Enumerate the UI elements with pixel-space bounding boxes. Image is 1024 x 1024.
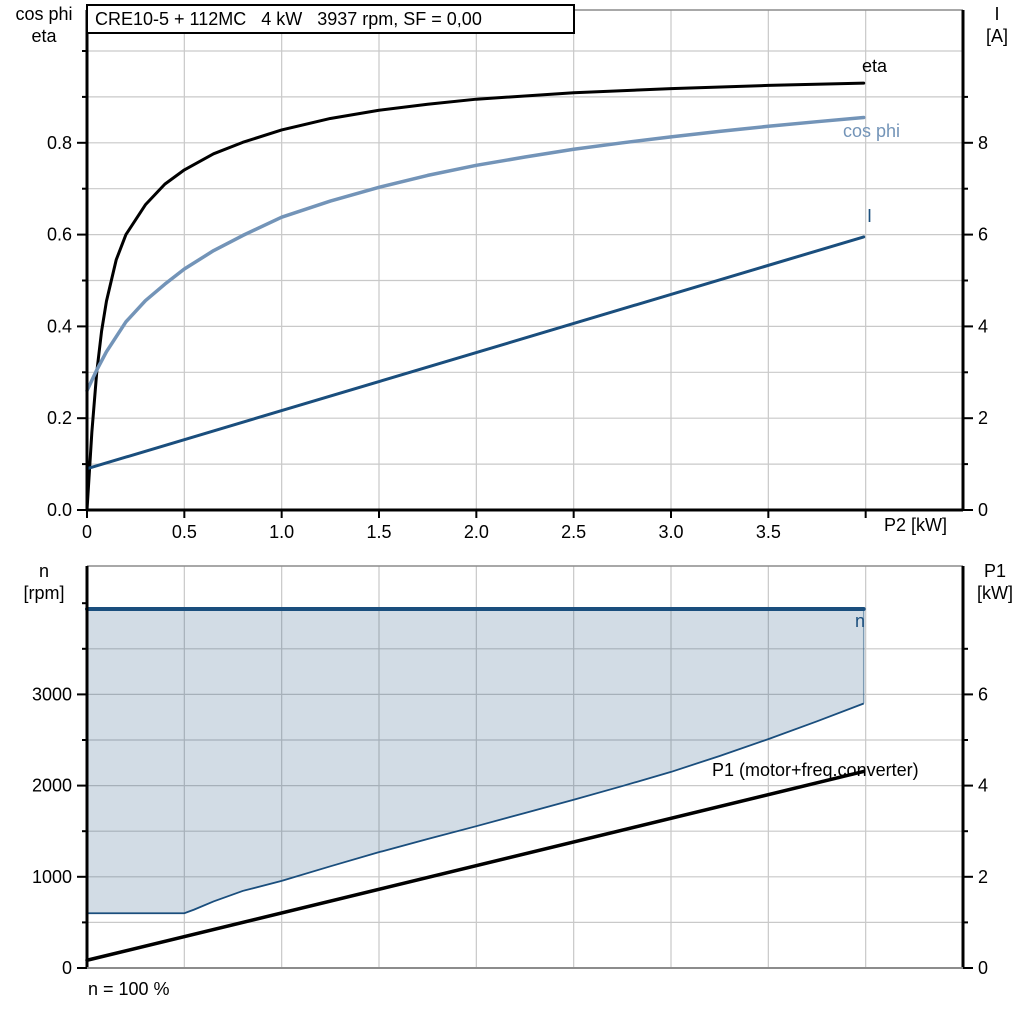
top-right-axis-title: I [A] bbox=[972, 3, 1022, 47]
x-tick-label: 1.5 bbox=[366, 522, 391, 542]
current-curve bbox=[85, 235, 866, 471]
y-right-tick-label: 8 bbox=[978, 133, 988, 153]
cos-phi-curve-label: cos phi bbox=[843, 121, 901, 141]
operating-range-fill bbox=[87, 608, 864, 914]
axis-title-cos-phi: cos phi bbox=[15, 4, 73, 24]
eta-curve bbox=[85, 81, 866, 512]
y-left-tick-label: 0 bbox=[62, 958, 72, 978]
axis-title-p1-unit: [kW] bbox=[977, 583, 1013, 603]
x-axis-label: P2 [kW] bbox=[884, 515, 948, 535]
bottom-right-axis-title: P1 [kW] bbox=[966, 560, 1024, 604]
y-right-tick-label: 0 bbox=[978, 958, 988, 978]
y-right-tick-label: 6 bbox=[978, 225, 988, 245]
speed-curve-label: n bbox=[855, 611, 866, 631]
axis-title-eta: eta bbox=[31, 26, 57, 46]
y-right-tick-label: 2 bbox=[978, 408, 988, 428]
y-left-tick-label: 0.8 bbox=[47, 133, 72, 153]
eta-curve-label: eta bbox=[862, 56, 888, 76]
chart-title: CRE10-5 + 112MC 4 kW 3937 rpm, SF = 0,00 bbox=[86, 4, 575, 34]
x-tick-label: 3.0 bbox=[658, 522, 683, 542]
cos-phi-curve bbox=[85, 115, 866, 393]
y-right-tick-label: 2 bbox=[978, 867, 988, 887]
x-tick-label: 0 bbox=[82, 522, 92, 542]
axis-title-current-unit: [A] bbox=[985, 26, 1008, 46]
y-left-tick-label: 0.6 bbox=[47, 225, 72, 245]
bottom-left-axis-title: n [rpm] bbox=[8, 560, 80, 604]
x-tick-label: 0.5 bbox=[172, 522, 197, 542]
axis-title-speed-unit: [rpm] bbox=[23, 583, 65, 603]
p1-curve-label: P1 (motor+freq.converter) bbox=[712, 760, 919, 780]
min-speed-boundary bbox=[87, 702, 865, 915]
y-right-tick-label: 0 bbox=[978, 500, 988, 520]
speed-percentage-note: n = 100 % bbox=[88, 979, 170, 999]
x-tick-label: 2.0 bbox=[464, 522, 489, 542]
y-left-tick-label: 0.4 bbox=[47, 316, 72, 336]
y-left-tick-label: 2000 bbox=[32, 776, 72, 796]
y-left-tick-label: 0.0 bbox=[47, 500, 72, 520]
y-left-tick-label: 3000 bbox=[32, 684, 72, 704]
axis-title-speed: n bbox=[38, 561, 49, 581]
y-right-tick-label: 4 bbox=[978, 776, 988, 796]
y-right-tick-label: 4 bbox=[978, 316, 988, 336]
axis-title-p1: P1 bbox=[983, 561, 1007, 581]
y-left-tick-label: 0.2 bbox=[47, 408, 72, 428]
y-right-tick-label: 6 bbox=[978, 684, 988, 704]
axis-title-current: I bbox=[994, 4, 1000, 24]
current-curve-label: I bbox=[867, 206, 873, 226]
x-tick-label: 2.5 bbox=[561, 522, 586, 542]
y-left-tick-label: 1000 bbox=[32, 867, 72, 887]
x-tick-label: 3.5 bbox=[756, 522, 781, 542]
x-tick-label: 1.0 bbox=[269, 522, 294, 542]
top-left-axis-title: cos phi eta bbox=[8, 3, 80, 47]
p1-curve bbox=[85, 769, 866, 962]
